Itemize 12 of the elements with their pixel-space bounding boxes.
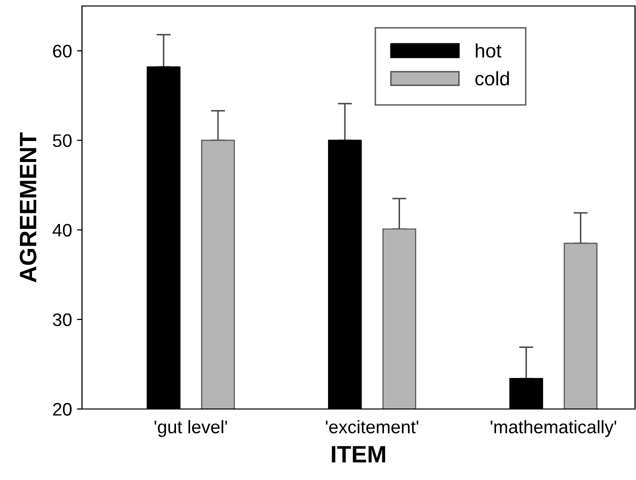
x-tick-label: 'mathematically' — [490, 420, 616, 437]
y-tick-label: 50 — [52, 134, 72, 148]
legend-label: hot — [476, 43, 502, 58]
x-axis-title: ITEM — [332, 446, 386, 462]
legend-label: cold — [475, 71, 509, 86]
x-tick-label: 'gut level' — [154, 420, 227, 437]
y-tick-label: 40 — [52, 224, 72, 237]
y-axis-title: AGREEMENT — [20, 132, 36, 282]
y-tick-label: 20 — [53, 402, 72, 416]
y-tick-label: 60 — [53, 44, 72, 58]
y-tick-label: 30 — [52, 313, 72, 326]
x-tick-label: 'excitement' — [326, 420, 418, 434]
